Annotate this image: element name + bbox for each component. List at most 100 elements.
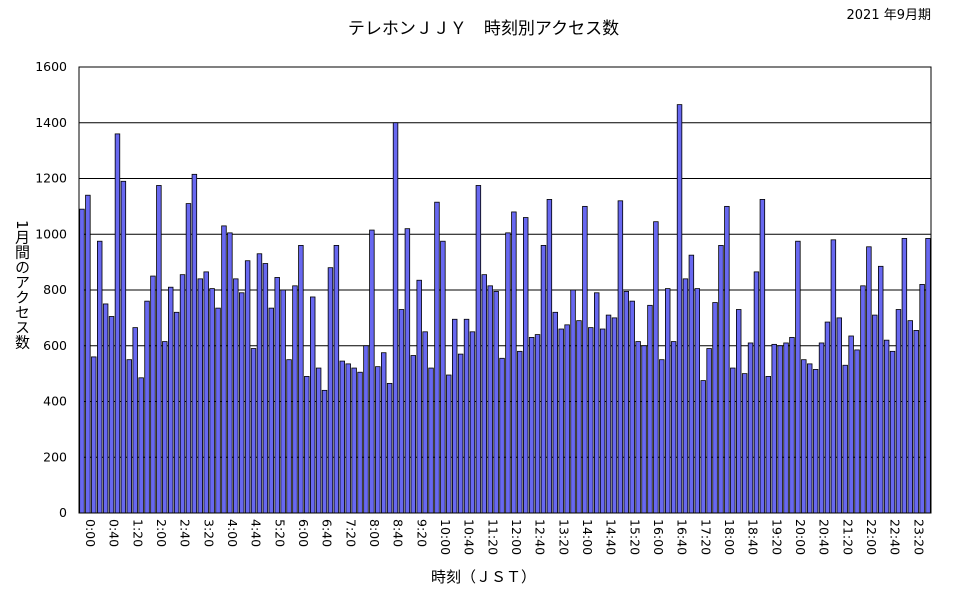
chart-period-label: 2021 年9月期 (846, 8, 932, 23)
bar (351, 367, 357, 514)
bar (292, 285, 298, 514)
bar (398, 309, 405, 514)
bar (156, 185, 162, 514)
bar (422, 331, 428, 514)
bar (528, 336, 535, 514)
x-tick-label: 8:40 (391, 519, 406, 547)
bar (434, 201, 440, 514)
x-tick-label: 21:20 (840, 519, 855, 555)
bar (753, 271, 760, 514)
bar (256, 253, 263, 514)
bar (919, 284, 925, 514)
bar (91, 356, 97, 514)
x-tick-label: 16:40 (675, 519, 690, 555)
x-tick-label: 14:40 (604, 519, 619, 555)
bar (457, 353, 464, 514)
bar (327, 267, 334, 514)
y-axis-ticks: 0 200 400 600 800 1000 1200 1400 1600 (35, 59, 67, 520)
x-tick-label: 20:00 (793, 519, 808, 555)
bar (540, 244, 547, 514)
bar (511, 211, 517, 514)
bar (866, 246, 872, 514)
bar (244, 260, 251, 514)
x-tick-label: 8:00 (367, 519, 382, 547)
bar (688, 254, 695, 514)
gridlines (79, 122, 931, 458)
bar (203, 271, 209, 514)
bar (185, 203, 192, 514)
bar (108, 316, 115, 514)
bar (162, 341, 168, 514)
x-tick-label: 18:40 (746, 519, 761, 555)
x-tick-label: 6:00 (296, 519, 311, 547)
bar (233, 278, 239, 514)
bar (315, 367, 322, 514)
x-tick-label: 10:40 (462, 519, 477, 555)
x-tick-label: 6:40 (320, 519, 335, 547)
bar (97, 240, 103, 514)
bar (718, 244, 724, 514)
plot-frame (78, 66, 932, 514)
bar (724, 205, 730, 514)
bar (410, 355, 417, 514)
bar (144, 300, 150, 514)
bar (883, 339, 890, 514)
bar (102, 303, 109, 514)
x-tick-label: 12:40 (533, 519, 548, 555)
bar (428, 367, 434, 514)
bar (475, 185, 482, 514)
bar (783, 342, 789, 514)
y-tick-label: 200 (43, 449, 67, 464)
bar (79, 208, 85, 514)
bar (392, 122, 399, 514)
bar (209, 288, 215, 514)
x-tick-label: 3:20 (201, 519, 216, 547)
bar (730, 367, 736, 514)
bar (605, 314, 612, 514)
bar (771, 343, 777, 514)
bar (665, 288, 671, 514)
bar (451, 318, 458, 514)
bar (925, 238, 931, 514)
bar (599, 328, 606, 514)
x-tick-label: 22:00 (864, 519, 879, 555)
bar (629, 300, 635, 514)
y-tick-label: 800 (43, 282, 67, 297)
bar (872, 314, 878, 514)
bar (227, 232, 233, 514)
bar (499, 357, 505, 514)
bar (801, 359, 807, 514)
bar (676, 104, 683, 514)
x-tick-label: 7:20 (343, 519, 358, 547)
bar (286, 359, 292, 514)
y-tick-label: 400 (43, 394, 67, 409)
bar (238, 292, 245, 514)
bar (197, 278, 203, 514)
chart-title: テレホンＪＪＹ 時刻別アクセス数 (347, 19, 620, 39)
bar (878, 265, 884, 514)
x-tick-label: 22:40 (888, 519, 903, 555)
bar (126, 359, 133, 514)
bar (795, 240, 801, 514)
bar (635, 341, 641, 514)
bar (789, 336, 795, 514)
bar (523, 217, 529, 514)
x-tick-label: 23:20 (911, 519, 926, 555)
bar (682, 278, 689, 514)
x-tick-label: 20:40 (817, 519, 832, 555)
bar (570, 289, 576, 514)
bar (641, 345, 647, 514)
bar (552, 311, 558, 514)
bar (534, 334, 541, 514)
bar (765, 376, 771, 514)
bar (114, 133, 121, 514)
bar (345, 363, 351, 514)
bar (807, 363, 813, 514)
bar (298, 244, 304, 514)
bar (85, 194, 91, 514)
bar (333, 244, 340, 514)
bar (280, 289, 286, 514)
bars (79, 104, 931, 514)
bar (517, 350, 523, 514)
bar (747, 342, 754, 514)
